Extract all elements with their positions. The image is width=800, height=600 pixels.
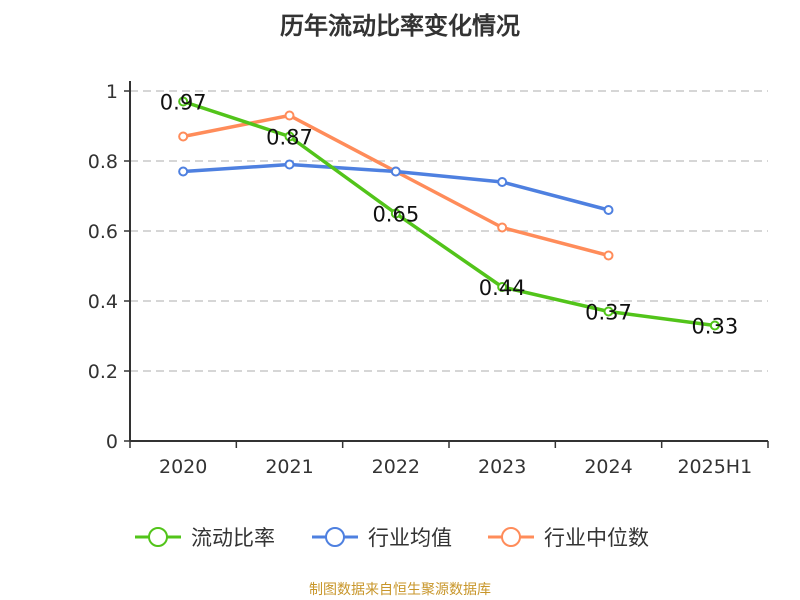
data-point — [497, 282, 508, 292]
legend-label: 流动比率 — [191, 526, 275, 550]
y-tick-label: 0.4 — [88, 291, 118, 313]
data-label: 0.37 — [585, 301, 632, 325]
y-tick-label: 0 — [106, 431, 118, 453]
source-note: 制图数据来自恒生聚源数据库 — [309, 582, 491, 598]
x-tick-label: 2024 — [584, 456, 632, 478]
x-tick-label: 2023 — [478, 456, 526, 478]
data-point — [709, 320, 720, 331]
legend-item: 流动比率 — [135, 526, 275, 550]
legend-marker — [501, 527, 521, 547]
data-point — [178, 96, 189, 107]
y-tick-label: 0.2 — [88, 361, 118, 383]
x-tick-label: 2020 — [159, 456, 207, 478]
data-point — [284, 131, 295, 142]
legend-item: 行业均值 — [312, 526, 452, 550]
data-point — [390, 166, 401, 177]
legend-label: 行业均值 — [368, 526, 452, 550]
data-point — [497, 177, 508, 187]
y-tick-label: 1 — [106, 81, 118, 103]
chart-title: 历年流动比率变化情况 — [280, 12, 520, 40]
x-tick-label: 2021 — [265, 456, 313, 478]
data-label: 0.97 — [160, 91, 207, 115]
data-point — [497, 222, 508, 233]
legend-marker — [148, 527, 168, 547]
data-label: 0.44 — [479, 276, 526, 300]
data-label: 0.33 — [691, 315, 738, 339]
legend-item: 行业中位数 — [488, 526, 649, 550]
data-label: 0.65 — [372, 203, 419, 227]
data-point — [603, 306, 614, 317]
y-tick-label: 0.8 — [88, 151, 118, 173]
data-point — [284, 159, 295, 170]
y-tick-label: 0.6 — [88, 221, 118, 243]
data-label: 0.87 — [266, 126, 313, 150]
data-point — [178, 166, 189, 177]
data-point — [603, 205, 614, 215]
x-tick-label: 2022 — [372, 456, 420, 478]
legend-label: 行业中位数 — [544, 526, 649, 550]
series-line-2 — [182, 113, 609, 258]
x-tick-label: 2025H1 — [677, 456, 752, 478]
data-point — [178, 131, 189, 142]
data-point — [284, 110, 295, 121]
data-point — [390, 208, 401, 219]
legend-marker — [325, 527, 345, 547]
series-line-0 — [182, 99, 716, 328]
data-point — [603, 250, 614, 261]
